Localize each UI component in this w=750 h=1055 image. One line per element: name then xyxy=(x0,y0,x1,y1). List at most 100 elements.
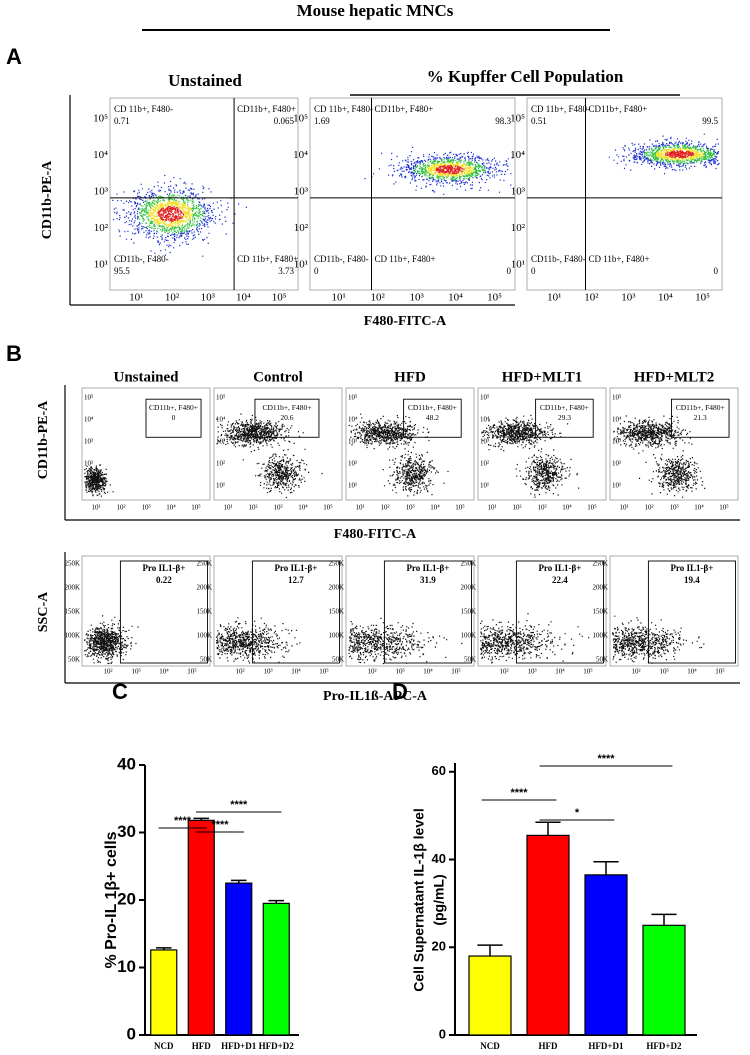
y-tick-label: 20 xyxy=(432,939,446,954)
quadrant-value: 99.5 xyxy=(702,116,718,126)
x-tick-label: 10⁵ xyxy=(719,504,729,512)
gate-label: CD11b+, F480+ xyxy=(540,403,589,412)
y-tick-label: 10⁴ xyxy=(612,416,622,424)
quadrant-label: CD11b+, F480+ xyxy=(237,104,296,114)
y-tick-label: 10¹ xyxy=(84,482,93,490)
event-dots xyxy=(425,162,474,177)
x-tick-label: 10² xyxy=(584,292,599,304)
quadrant-label: CD11b-, F480- xyxy=(314,254,369,264)
y-tick-label: 100K xyxy=(196,632,212,640)
x-tick-label: 10² xyxy=(367,668,376,676)
y-tick-label: 10 xyxy=(117,957,136,976)
error-bar xyxy=(193,817,210,821)
x-tick-label: HFD+D2 xyxy=(646,1041,682,1051)
error-bar xyxy=(535,821,561,836)
gate-label: CD11b+, F480+ xyxy=(262,403,311,412)
plot-frame xyxy=(609,555,739,667)
significance-label: **** xyxy=(174,815,192,827)
y-tick-label: 50K xyxy=(332,656,344,664)
event-dots xyxy=(608,133,720,175)
event-dots xyxy=(655,147,704,161)
x-tick-label: 10³ xyxy=(395,668,404,676)
y-tick-label: 10² xyxy=(511,222,526,234)
y-tick-label: 10² xyxy=(480,460,489,468)
y-tick-label: 100K xyxy=(460,632,476,640)
y-tick-label: 10⁵ xyxy=(510,113,525,125)
gate xyxy=(383,560,472,664)
bar xyxy=(225,882,253,1036)
plot-frame xyxy=(345,387,475,501)
quadrant-value: 3.73 xyxy=(278,266,294,276)
y-tick-label: 10³ xyxy=(216,438,225,446)
y-axis-label: Cell Supernatant IL-1β level xyxy=(411,808,427,992)
y-tick-label: 10³ xyxy=(612,438,621,446)
y-tick-label: 30 xyxy=(117,822,136,841)
x-tick-label: 10⁴ xyxy=(430,504,440,512)
x-tick-label: 10⁵ xyxy=(272,292,287,304)
event-dots xyxy=(216,413,304,461)
error-bar xyxy=(155,947,172,950)
y-tick-label: 40 xyxy=(117,754,136,773)
x-tick-label: 10⁴ xyxy=(291,668,301,676)
x-tick-label: 10¹ xyxy=(332,292,346,304)
error-bar xyxy=(230,879,247,884)
gate-label: Pro IL1-β+ xyxy=(538,563,581,573)
quadrant-label: CD 11b+, F480- xyxy=(114,104,173,114)
gate xyxy=(119,560,208,664)
gate-label: Pro IL1-β+ xyxy=(142,563,185,573)
x-tick-label: 10³ xyxy=(669,504,678,512)
quadrant-label: CD11b+, F480+ xyxy=(589,104,648,114)
event-dots xyxy=(481,414,569,453)
gate xyxy=(670,398,730,438)
x-tick-label: 10¹ xyxy=(355,504,364,512)
significance-label: **** xyxy=(230,799,248,811)
bar xyxy=(468,955,512,1036)
gate-value: 0 xyxy=(172,413,176,422)
event-dots xyxy=(638,450,706,498)
x-tick-label: 10³ xyxy=(659,668,668,676)
bar xyxy=(150,949,178,1036)
y-tick-label: 50K xyxy=(464,656,476,664)
x-tick-label: 10² xyxy=(235,668,244,676)
event-dots xyxy=(665,150,695,159)
gate-label: Pro IL1-β+ xyxy=(406,563,449,573)
x-tick-label: 10⁵ xyxy=(191,504,201,512)
y-tick-label: 10² xyxy=(348,460,357,468)
x-tick-label: 10⁵ xyxy=(187,668,197,676)
y-tick-label: 50K xyxy=(596,656,608,664)
y-tick-label: 200K xyxy=(196,584,212,592)
x-axis-label: Pro-IL1ß-APC-A xyxy=(323,689,428,704)
gate xyxy=(251,560,340,664)
y-tick-label: 10¹ xyxy=(348,482,357,490)
plot-frame xyxy=(109,97,299,291)
quadrant-label: CD 11b+, F480+ xyxy=(237,254,298,264)
x-tick-label: 10³ xyxy=(537,504,546,512)
plot-title: HFD+MLT1 xyxy=(502,369,583,385)
quadrant-value: 0 xyxy=(714,266,719,276)
quadrant-value: 0 xyxy=(531,266,536,276)
x-tick-label: 10⁴ xyxy=(423,668,433,676)
event-dots xyxy=(515,449,580,498)
y-tick-label: 200K xyxy=(64,584,80,592)
y-tick-label: 10⁵ xyxy=(612,394,622,402)
plot-frame xyxy=(477,387,607,501)
y-axis-label: CD11b-PE-A xyxy=(40,160,55,239)
event-dots xyxy=(644,144,715,164)
y-tick-label: 10³ xyxy=(511,186,526,198)
gate xyxy=(535,398,594,438)
x-tick-label: 10¹ xyxy=(487,504,496,512)
y-tick-label: 10³ xyxy=(480,438,489,446)
x-tick-label: 10⁴ xyxy=(687,668,697,676)
y-tick-label: 100K xyxy=(592,632,608,640)
x-tick-label: HFD+D1 xyxy=(221,1041,257,1051)
plot-frame xyxy=(81,387,211,501)
y-tick-label: 150K xyxy=(196,608,212,616)
significance-label: * xyxy=(575,807,580,819)
x-tick-label: 10³ xyxy=(405,504,414,512)
quadrant-value: 95.5 xyxy=(114,266,130,276)
y-tick-label: 10¹ xyxy=(94,259,108,271)
y-tick-label: 10⁵ xyxy=(293,113,308,125)
x-tick-label: 10² xyxy=(103,668,112,676)
x-tick-label: 10³ xyxy=(409,292,424,304)
gate-value: 31.9 xyxy=(420,575,436,585)
